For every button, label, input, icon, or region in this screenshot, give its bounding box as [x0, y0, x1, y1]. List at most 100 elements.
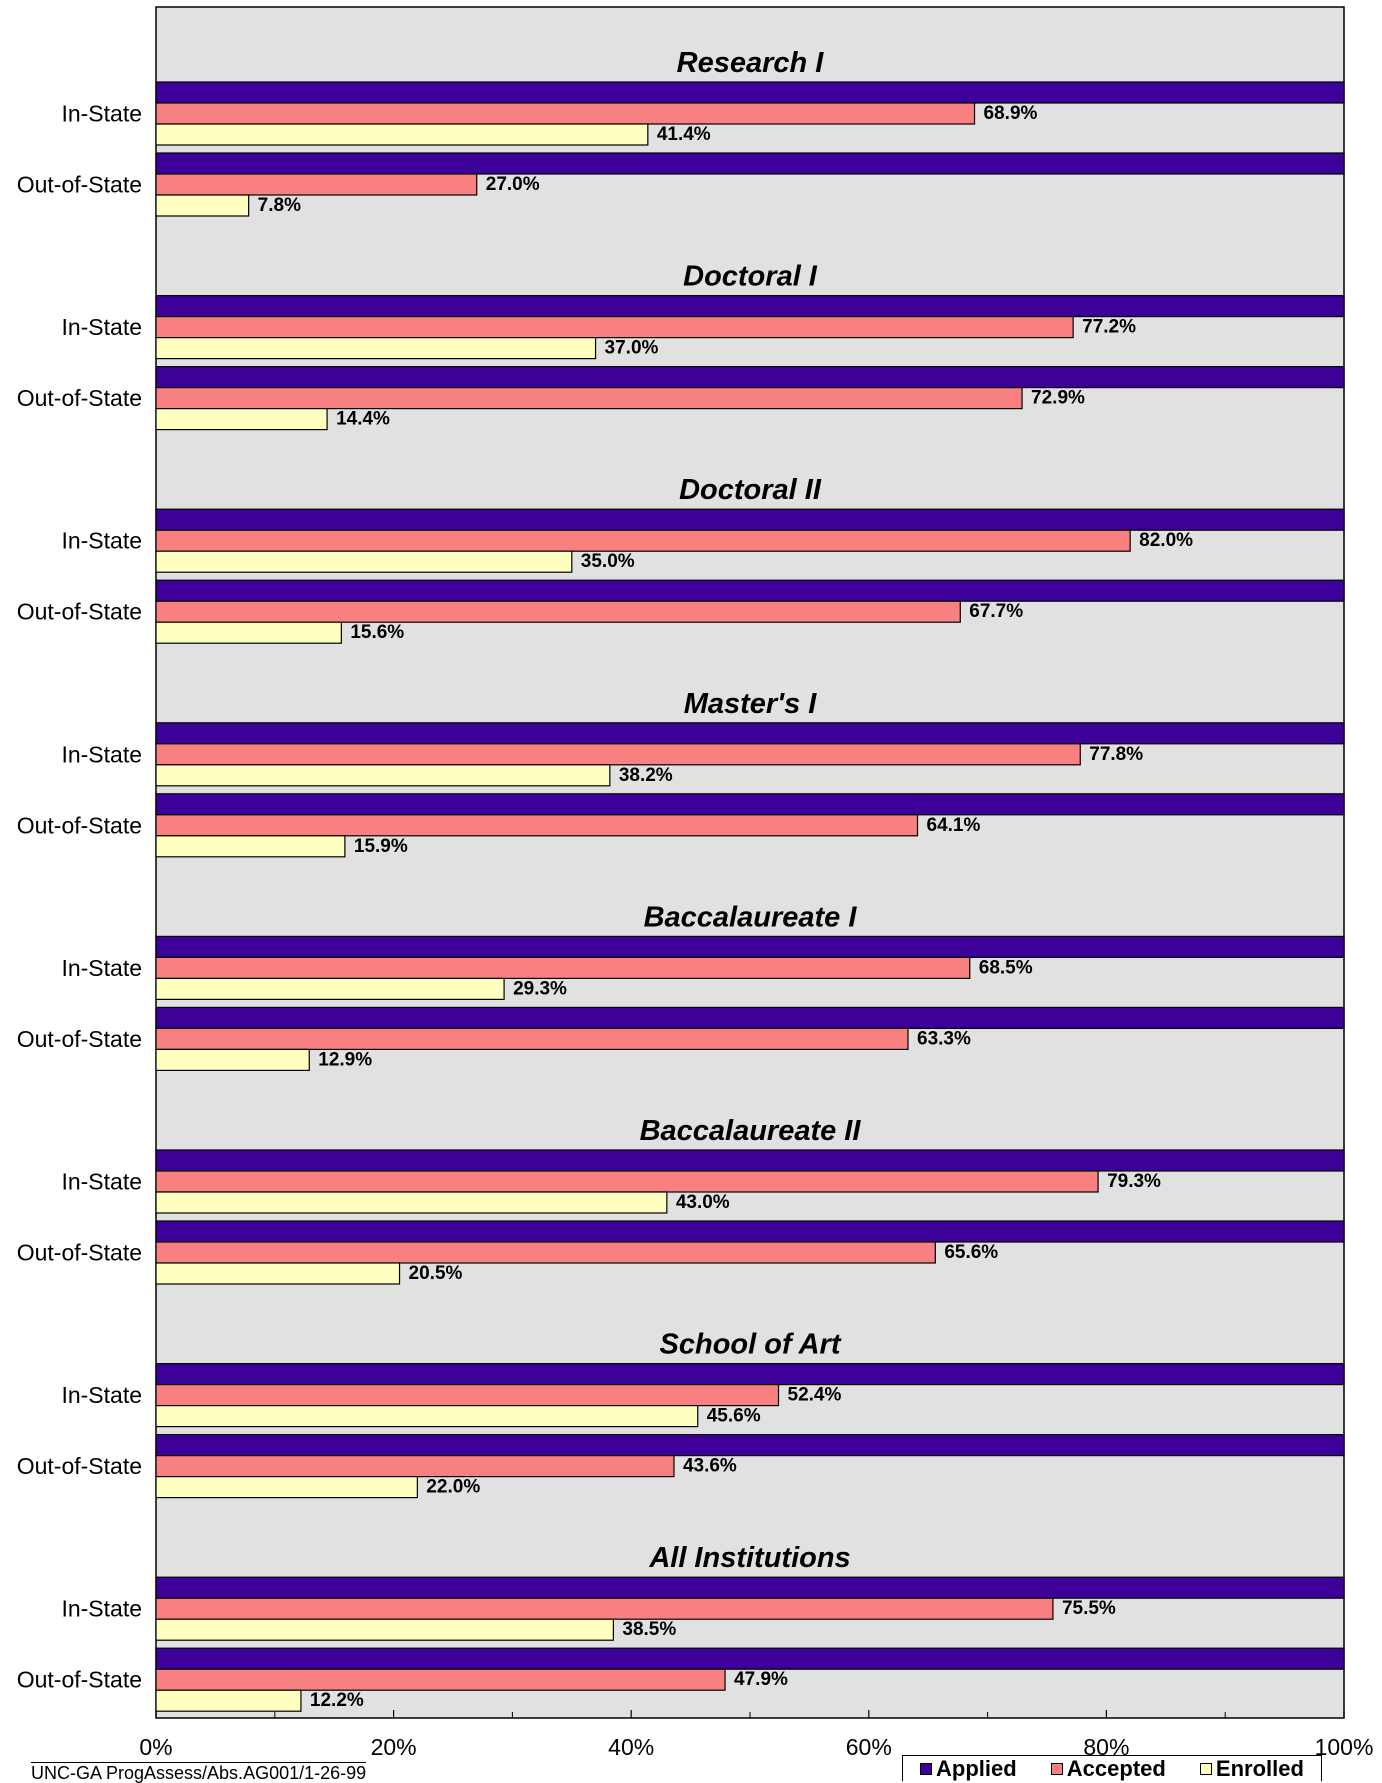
bar-accepted-baccalaureate-i-in-state	[155, 956, 971, 980]
category-label-out-of-state: Out-of-State	[17, 1667, 142, 1693]
category-label-out-of-state: Out-of-State	[17, 1026, 142, 1052]
bar-accepted-master-s-i-out-of-state	[155, 814, 919, 837]
data-label-accepted-master-s-i-out-of-state: 64.1%	[927, 815, 981, 836]
bar-enrolled-master-s-i-in-state	[155, 764, 611, 787]
legend-swatch-enrolled	[1199, 1762, 1212, 1775]
data-label-accepted-all-institutions-in-state: 75.5%	[1062, 1598, 1116, 1619]
legend-item-enrolled: Enrolled	[1199, 1755, 1304, 1781]
bar-enrolled-doctoral-ii-in-state	[155, 550, 573, 573]
legend-swatch-applied	[920, 1762, 933, 1775]
bar-accepted-all-institutions-in-state	[155, 1597, 1054, 1620]
category-label-out-of-state: Out-of-State	[17, 599, 142, 625]
bar-enrolled-baccalaureate-i-in-state	[155, 977, 505, 1001]
bar-accepted-baccalaureate-i-out-of-state	[155, 1027, 909, 1051]
group-title-doctoral-i: Doctoral I	[683, 261, 818, 293]
bar-applied-research-i-out-of-state	[155, 152, 1345, 175]
bar-applied-doctoral-i-in-state	[155, 295, 1345, 318]
data-label-enrolled-baccalaureate-i-out-of-state: 12.9%	[318, 1049, 372, 1070]
category-label-out-of-state: Out-of-State	[17, 172, 142, 198]
data-label-enrolled-baccalaureate-ii-out-of-state: 20.5%	[409, 1263, 463, 1284]
data-label-enrolled-all-institutions-in-state: 38.5%	[622, 1619, 676, 1640]
bar-applied-master-s-i-out-of-state	[155, 793, 1345, 816]
bar-enrolled-doctoral-i-out-of-state	[155, 408, 328, 431]
category-label-in-state: In-State	[61, 101, 142, 127]
category-label-out-of-state: Out-of-State	[17, 812, 142, 838]
data-label-enrolled-master-s-i-in-state: 38.2%	[619, 765, 673, 786]
source-footnote: UNC-GA ProgAssess/Abs.AG001/1-26-99	[31, 1762, 367, 1783]
data-label-enrolled-all-institutions-out-of-state: 12.2%	[310, 1690, 364, 1711]
bar-enrolled-master-s-i-out-of-state	[155, 835, 346, 858]
category-label-in-state: In-State	[61, 314, 142, 340]
data-label-accepted-research-i-in-state: 68.9%	[984, 103, 1038, 124]
bar-applied-doctoral-i-out-of-state	[155, 366, 1345, 389]
data-label-enrolled-research-i-in-state: 41.4%	[657, 124, 711, 145]
legend-swatch-accepted	[1050, 1762, 1063, 1775]
bar-applied-all-institutions-in-state	[155, 1576, 1345, 1599]
category-label-in-state: In-State	[61, 528, 142, 554]
data-label-enrolled-research-i-out-of-state: 7.8%	[258, 195, 301, 216]
data-label-accepted-baccalaureate-i-in-state: 68.5%	[979, 957, 1033, 978]
bar-accepted-doctoral-i-in-state	[155, 316, 1074, 339]
bar-applied-doctoral-ii-out-of-state	[155, 579, 1345, 602]
group-title-baccalaureate-i: Baccalaureate I	[644, 901, 858, 933]
bar-accepted-research-i-in-state	[155, 102, 976, 125]
category-label-in-state: In-State	[61, 1382, 142, 1408]
data-label-accepted-school-of-art-out-of-state: 43.6%	[683, 1456, 737, 1477]
data-label-accepted-doctoral-ii-out-of-state: 67.7%	[969, 601, 1023, 622]
category-label-in-state: In-State	[61, 741, 142, 767]
legend-item-applied: Applied	[920, 1755, 1017, 1781]
category-label-out-of-state: Out-of-State	[17, 1240, 142, 1266]
bar-applied-baccalaureate-i-in-state	[155, 935, 1345, 959]
bar-enrolled-baccalaureate-ii-in-state	[155, 1191, 668, 1214]
data-label-enrolled-baccalaureate-i-in-state: 29.3%	[513, 978, 567, 999]
x-tick-label-5: 100%	[1315, 1734, 1374, 1760]
bar-applied-research-i-in-state	[155, 81, 1345, 104]
legend-item-accepted: Accepted	[1050, 1756, 1166, 1781]
group-title-school-of-art: School of Art	[660, 1329, 842, 1361]
data-label-enrolled-doctoral-i-in-state: 37.0%	[605, 338, 659, 359]
data-label-enrolled-baccalaureate-ii-in-state: 43.0%	[676, 1192, 730, 1213]
group-title-doctoral-ii: Doctoral II	[679, 474, 822, 506]
data-label-accepted-school-of-art-in-state: 52.4%	[788, 1385, 842, 1406]
bar-enrolled-research-i-in-state	[155, 123, 649, 146]
data-label-enrolled-school-of-art-out-of-state: 22.0%	[426, 1477, 480, 1498]
bar-enrolled-all-institutions-in-state	[155, 1618, 614, 1641]
bar-enrolled-research-i-out-of-state	[155, 194, 250, 217]
category-label-out-of-state: Out-of-State	[17, 385, 142, 411]
x-tick-label-1: 20%	[371, 1734, 417, 1760]
bar-accepted-baccalaureate-ii-out-of-state	[155, 1241, 936, 1264]
data-label-accepted-doctoral-i-out-of-state: 72.9%	[1031, 388, 1085, 409]
bar-accepted-doctoral-i-out-of-state	[155, 387, 1023, 410]
legend-label-enrolled: Enrolled	[1215, 1755, 1304, 1781]
bar-accepted-all-institutions-out-of-state	[155, 1668, 726, 1691]
group-title-research-i: Research I	[677, 47, 825, 79]
data-label-accepted-doctoral-i-in-state: 77.2%	[1082, 317, 1136, 338]
data-label-enrolled-doctoral-ii-out-of-state: 15.6%	[350, 622, 404, 643]
data-label-enrolled-doctoral-i-out-of-state: 14.4%	[336, 409, 390, 430]
bar-applied-baccalaureate-i-out-of-state	[155, 1006, 1345, 1030]
x-tick-label-0: 0%	[139, 1734, 172, 1760]
bar-accepted-doctoral-ii-out-of-state	[155, 600, 961, 623]
bar-enrolled-doctoral-i-in-state	[155, 337, 597, 360]
bar-accepted-master-s-i-in-state	[155, 743, 1081, 766]
data-label-accepted-doctoral-ii-in-state: 82.0%	[1139, 530, 1193, 551]
bar-accepted-baccalaureate-ii-in-state	[155, 1170, 1099, 1193]
bar-enrolled-school-of-art-out-of-state	[155, 1475, 418, 1499]
plot-area	[155, 6, 1345, 1719]
category-label-in-state: In-State	[61, 955, 142, 981]
bar-accepted-school-of-art-in-state	[155, 1383, 780, 1407]
data-label-accepted-master-s-i-in-state: 77.8%	[1089, 744, 1143, 765]
bar-enrolled-baccalaureate-i-out-of-state	[155, 1048, 310, 1072]
legend: Applied Accepted Enrolled	[902, 1755, 1322, 1781]
bar-applied-baccalaureate-ii-in-state	[155, 1149, 1345, 1172]
bar-applied-all-institutions-out-of-state	[155, 1647, 1345, 1670]
legend-label-applied: Applied	[936, 1755, 1017, 1781]
bar-enrolled-school-of-art-in-state	[155, 1404, 699, 1428]
group-title-all-institutions: All Institutions	[648, 1542, 850, 1574]
bar-enrolled-doctoral-ii-out-of-state	[155, 621, 342, 644]
bar-enrolled-baccalaureate-ii-out-of-state	[155, 1262, 401, 1285]
bar-accepted-doctoral-ii-in-state	[155, 529, 1131, 552]
x-tick-label-2: 40%	[608, 1734, 654, 1760]
group-title-master-s-i: Master's I	[684, 688, 818, 720]
data-label-enrolled-doctoral-ii-in-state: 35.0%	[581, 551, 635, 572]
